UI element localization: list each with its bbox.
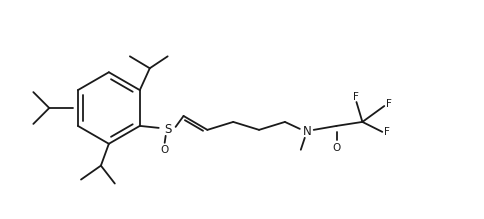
Text: S: S <box>164 123 171 136</box>
Text: F: F <box>384 127 390 137</box>
Text: N: N <box>302 125 311 138</box>
Text: O: O <box>161 145 169 155</box>
Text: O: O <box>333 143 341 153</box>
Text: F: F <box>352 92 358 102</box>
Text: F: F <box>386 99 392 109</box>
